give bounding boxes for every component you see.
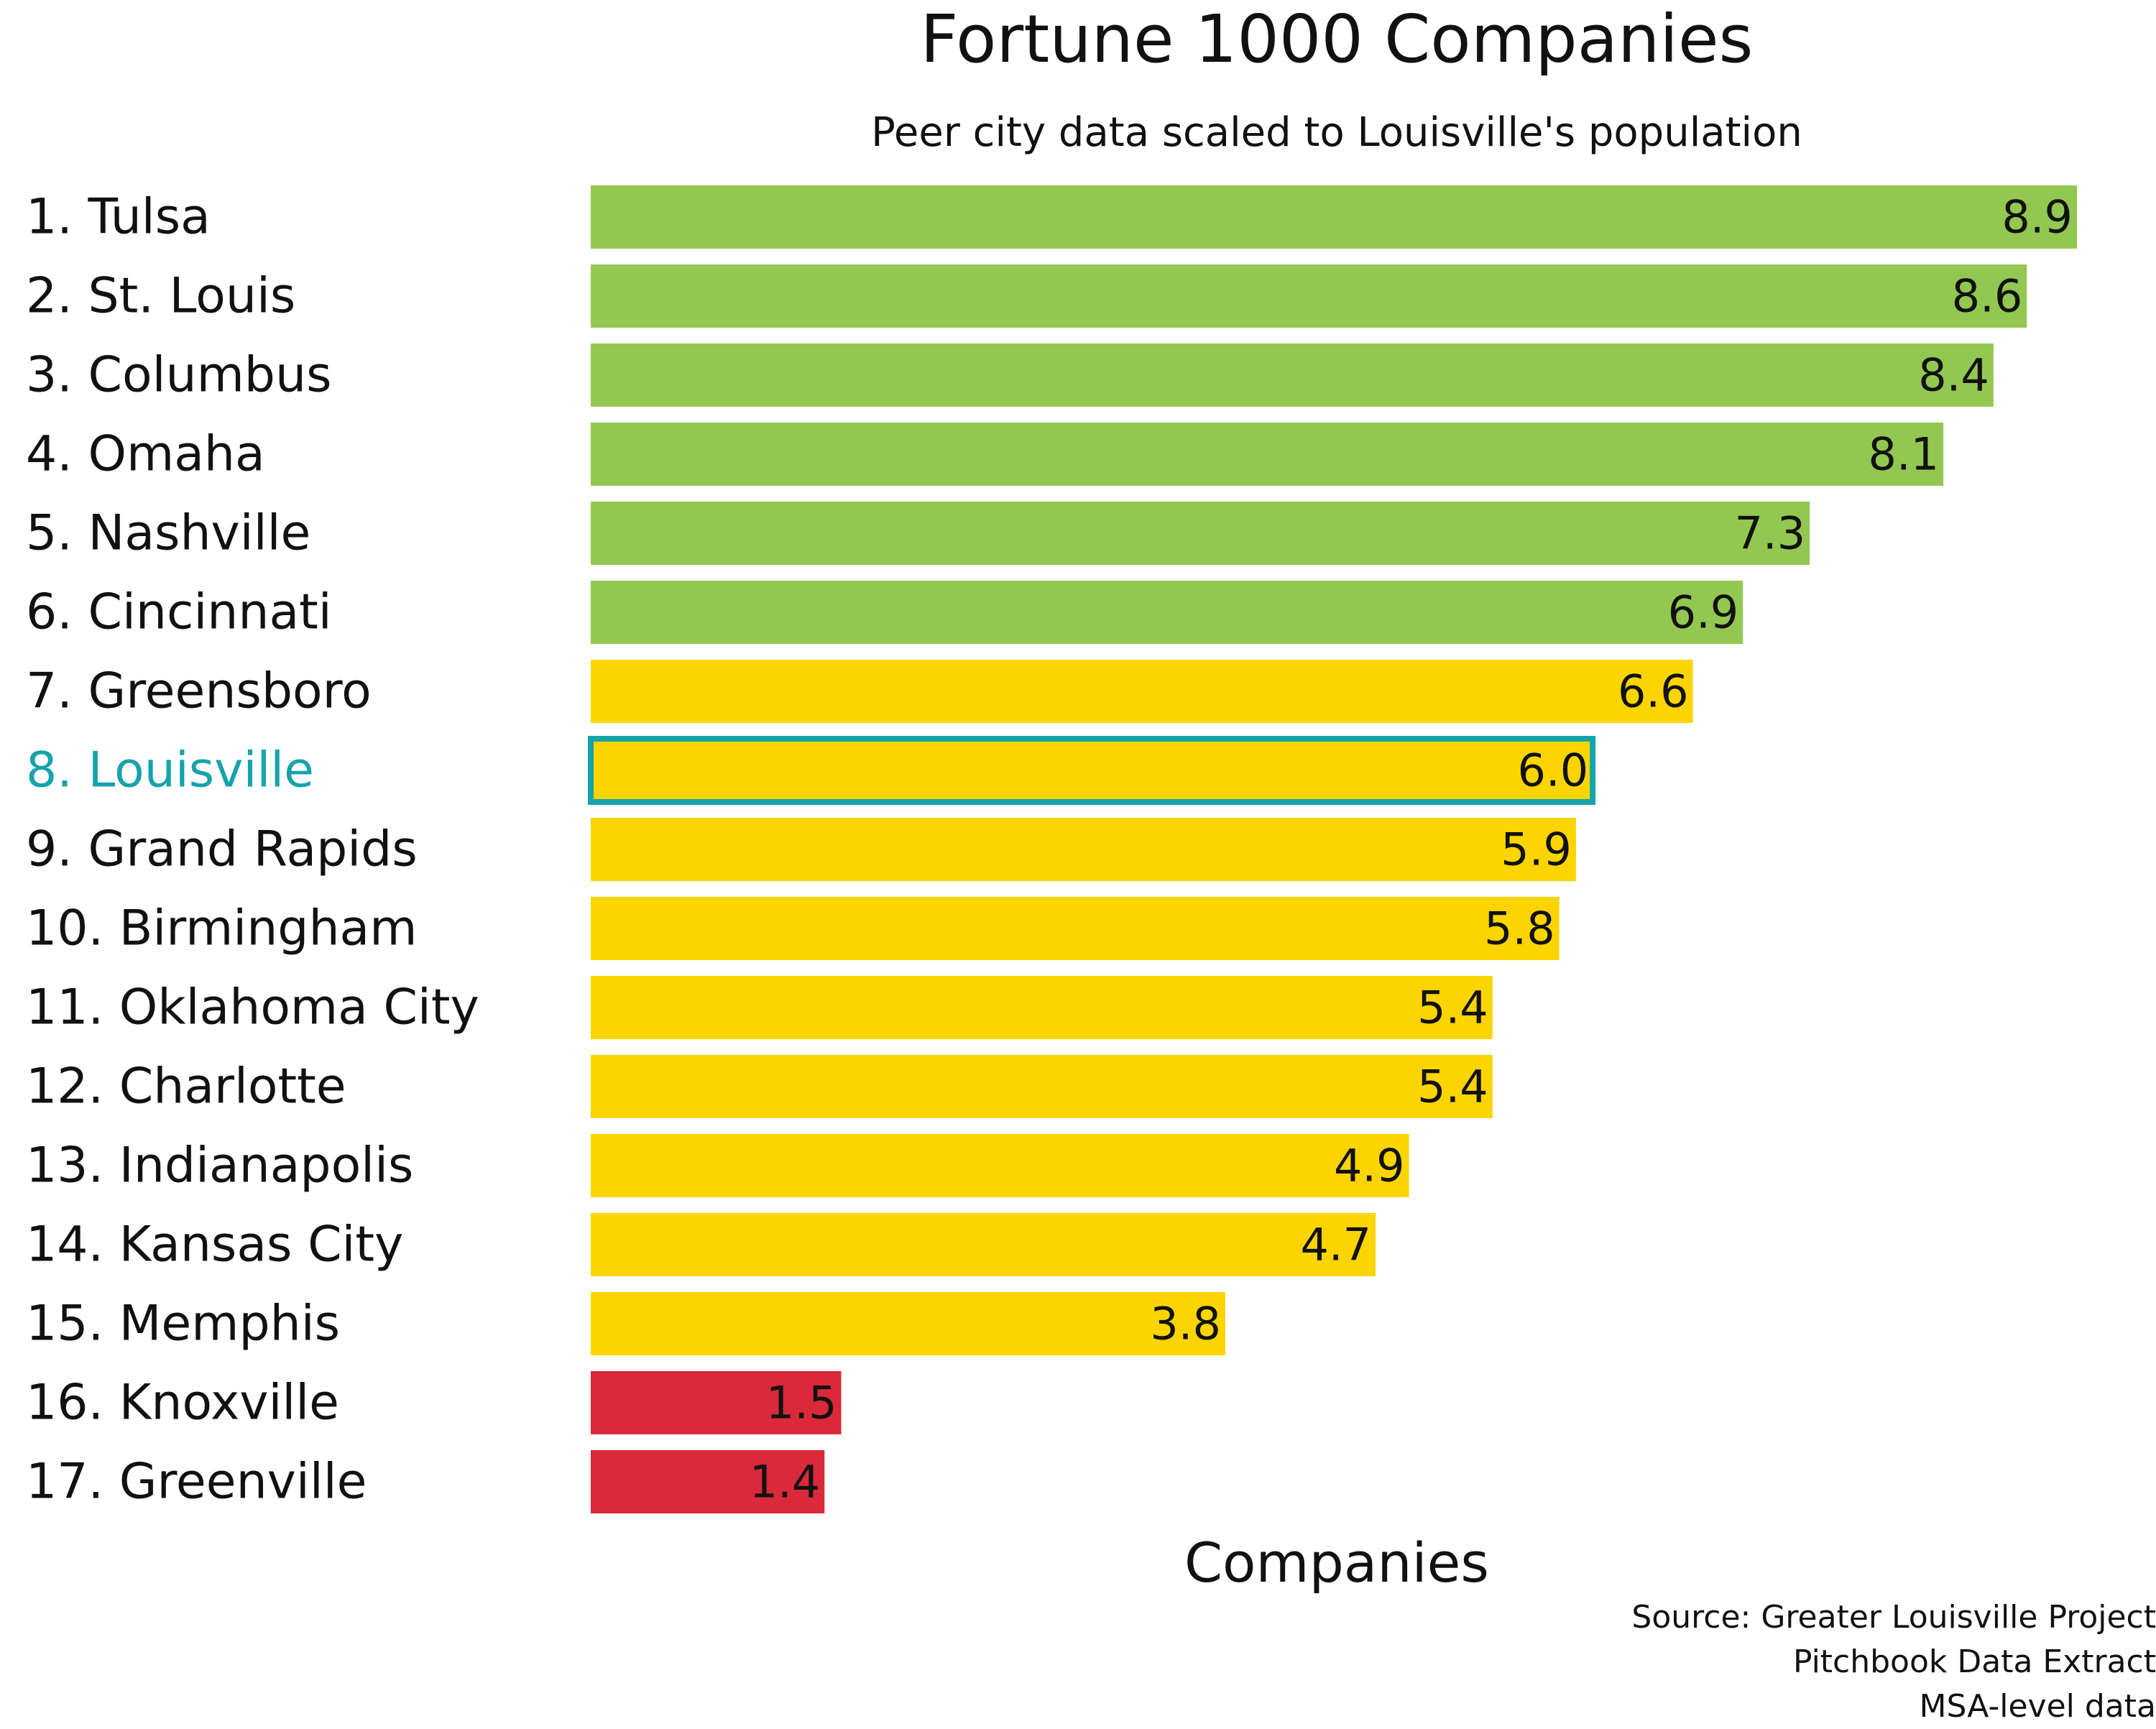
category-label: 10. Birmingham xyxy=(26,900,417,957)
x-axis-label: Companies xyxy=(1184,1531,1490,1595)
data-label: 4.9 xyxy=(1334,1140,1405,1192)
category-label: 13. Indianapolis xyxy=(26,1138,413,1194)
data-label: 7.3 xyxy=(1735,507,1806,560)
bar xyxy=(591,1450,825,1513)
category-label: 12. Charlotte xyxy=(26,1059,346,1115)
bar xyxy=(591,185,2077,249)
category-label: 8. Louisville xyxy=(26,742,314,799)
category-label: 1. Tulsa xyxy=(26,189,211,246)
chart-title: Fortune 1000 Companies xyxy=(920,1,1754,78)
data-label: 6.9 xyxy=(1668,586,1739,639)
data-label: 5.9 xyxy=(1501,824,1572,876)
bar xyxy=(591,1292,1225,1355)
category-label: 15. Memphis xyxy=(26,1296,340,1352)
category-label: 14. Kansas City xyxy=(26,1217,403,1273)
category-label: 3. Columbus xyxy=(26,347,332,404)
category-label: 16. Knoxville xyxy=(26,1375,339,1431)
bar xyxy=(591,502,1810,565)
bar xyxy=(591,581,1743,644)
data-label: 8.1 xyxy=(1869,428,1940,481)
bar xyxy=(591,264,2027,328)
category-label: 11. Oklahoma City xyxy=(26,979,479,1036)
data-label: 6.6 xyxy=(1618,665,1689,718)
chart-subtitle: Peer city data scaled to Louisville's po… xyxy=(871,109,1802,156)
category-label: 7. Greensboro xyxy=(26,663,372,720)
data-label: 8.4 xyxy=(1918,349,1989,402)
bar xyxy=(591,1213,1376,1276)
data-label: 5.4 xyxy=(1417,1061,1488,1113)
data-label: 8.9 xyxy=(2001,191,2073,244)
category-label: 5. Nashville xyxy=(26,505,310,562)
data-label: 3.8 xyxy=(1150,1298,1221,1350)
data-label: 5.4 xyxy=(1417,982,1488,1034)
bar xyxy=(591,344,1994,407)
source-line-2: Pitchbook Data Extract xyxy=(1793,1643,2156,1680)
bar xyxy=(591,897,1560,960)
bar xyxy=(591,976,1493,1039)
category-label: 4. Omaha xyxy=(26,426,265,483)
source-note: Source: Greater Louisville Project Pitch… xyxy=(1509,1595,2156,1729)
data-label: 1.5 xyxy=(766,1377,837,1429)
category-label: 6. Cincinnati xyxy=(26,584,332,641)
bar-chart: 1. Tulsa 8.9 2. St. Louis 8.6 3. Columbus 8.4… xyxy=(26,185,2077,1513)
bar xyxy=(591,1371,842,1434)
data-label: 1.4 xyxy=(750,1456,821,1508)
category-label: 9. Grand Rapids xyxy=(26,821,418,878)
bar xyxy=(588,736,1596,805)
category-label: 17. Greenville xyxy=(26,1454,367,1511)
data-label: 4.7 xyxy=(1300,1219,1371,1271)
bar xyxy=(591,1055,1493,1118)
source-line-3: MSA-level data xyxy=(1919,1688,2156,1725)
bar xyxy=(591,1134,1409,1197)
data-label: 8.6 xyxy=(1952,270,2023,323)
data-label: 5.8 xyxy=(1484,903,1555,955)
bar xyxy=(591,660,1693,723)
bar xyxy=(591,818,1576,881)
bar xyxy=(591,423,1944,486)
category-label: 2. St. Louis xyxy=(26,268,295,325)
data-label: 6.0 xyxy=(1518,744,1589,797)
source-line-1: Source: Greater Louisville Project xyxy=(1631,1599,2156,1636)
